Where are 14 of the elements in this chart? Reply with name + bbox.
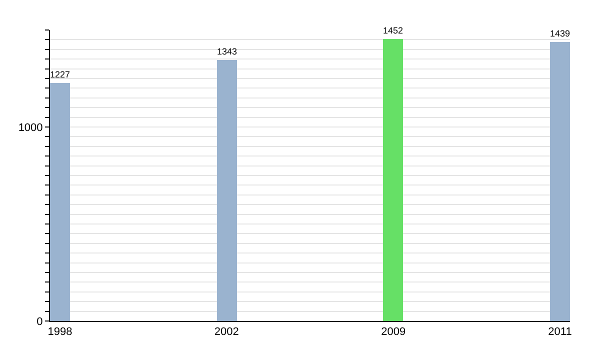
y-tick-label: 0	[36, 316, 43, 328]
data-label: 1439	[550, 28, 570, 39]
data-label: 1452	[383, 26, 403, 36]
bar	[50, 83, 70, 321]
x-tick-label: 2002	[214, 326, 239, 338]
bar	[550, 42, 570, 321]
x-tick-label: 2009	[381, 326, 406, 338]
bar	[217, 60, 237, 321]
x-tick-label: 2011	[548, 326, 572, 338]
data-label: 1227	[50, 70, 70, 80]
bar	[383, 39, 403, 321]
data-label: 1343	[217, 46, 237, 57]
x-tick-label: 1998	[48, 326, 72, 338]
y-tick-label: 1000	[18, 122, 43, 134]
